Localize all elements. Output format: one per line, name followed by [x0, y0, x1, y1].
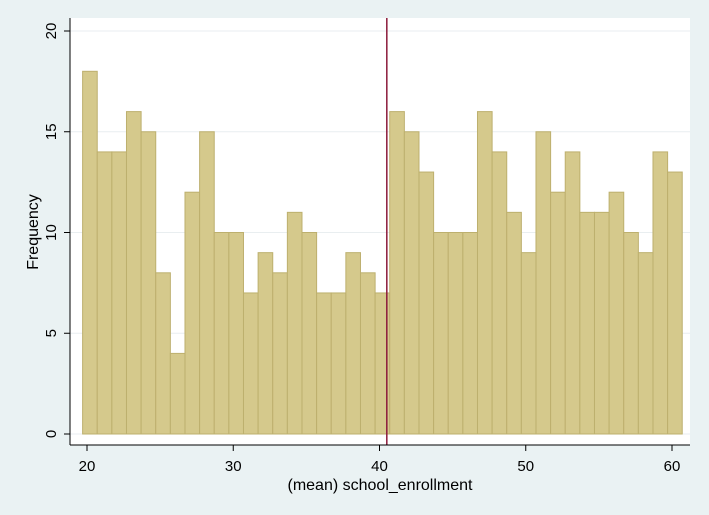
histogram-bars — [82, 70, 683, 435]
x-tick-label: 20 — [79, 458, 96, 475]
histogram-bar — [667, 171, 683, 435]
histogram-bar — [111, 151, 127, 435]
x-tick-label: 60 — [664, 458, 681, 475]
histogram-bar — [213, 232, 230, 435]
x-axis-title: (mean) school_enrollment — [288, 477, 474, 494]
histogram-bar — [184, 191, 201, 435]
histogram-bar — [433, 232, 449, 435]
tick-labels: 0 5 10 15 20 20 30 40 50 60 — [43, 23, 680, 475]
histogram-bar — [155, 272, 171, 435]
histogram-bar — [403, 131, 420, 435]
histogram-bar — [652, 151, 669, 435]
y-tick-label: 10 — [43, 224, 60, 241]
histogram-bar — [637, 252, 654, 435]
histogram-bar — [125, 111, 142, 435]
histogram-bar — [359, 272, 376, 435]
y-tick-label: 0 — [43, 430, 60, 438]
histogram-bar — [550, 191, 566, 435]
histogram-bar — [476, 111, 493, 435]
x-tick-label: 30 — [225, 458, 242, 475]
histogram-bar — [301, 232, 318, 435]
y-axis-title: Frequency — [25, 194, 42, 270]
histogram-bar — [418, 171, 435, 435]
histogram-bar — [242, 292, 259, 435]
histogram-bar — [535, 131, 552, 435]
histogram-bar — [520, 252, 537, 435]
histogram-bar — [579, 211, 595, 435]
histogram-bar — [462, 232, 478, 435]
histogram-bar — [169, 352, 186, 435]
histogram-bar — [228, 232, 244, 435]
histogram-bar — [272, 272, 288, 435]
y-tick-label: 5 — [43, 329, 60, 337]
y-tick-label: 20 — [43, 23, 60, 40]
histogram-bar — [593, 211, 610, 435]
histogram-bar — [608, 191, 625, 435]
histogram-bar — [82, 70, 98, 435]
histogram-bar — [286, 211, 303, 435]
y-tick-label: 15 — [43, 123, 60, 140]
histogram-bar — [257, 252, 274, 435]
histogram-bar — [447, 232, 464, 435]
histogram-bar — [316, 292, 332, 435]
histogram-bar — [389, 111, 405, 435]
histogram-bar — [345, 252, 361, 435]
histogram-bar — [506, 211, 522, 435]
histogram-bar — [96, 151, 113, 435]
histogram-bar — [491, 151, 508, 435]
histogram-bar — [199, 131, 215, 435]
histogram-bar — [330, 292, 347, 435]
x-tick-label: 40 — [371, 458, 388, 475]
histogram-bar — [623, 232, 639, 435]
histogram-bar — [140, 131, 157, 435]
histogram-bar — [564, 151, 581, 435]
x-tick-label: 50 — [517, 458, 534, 475]
